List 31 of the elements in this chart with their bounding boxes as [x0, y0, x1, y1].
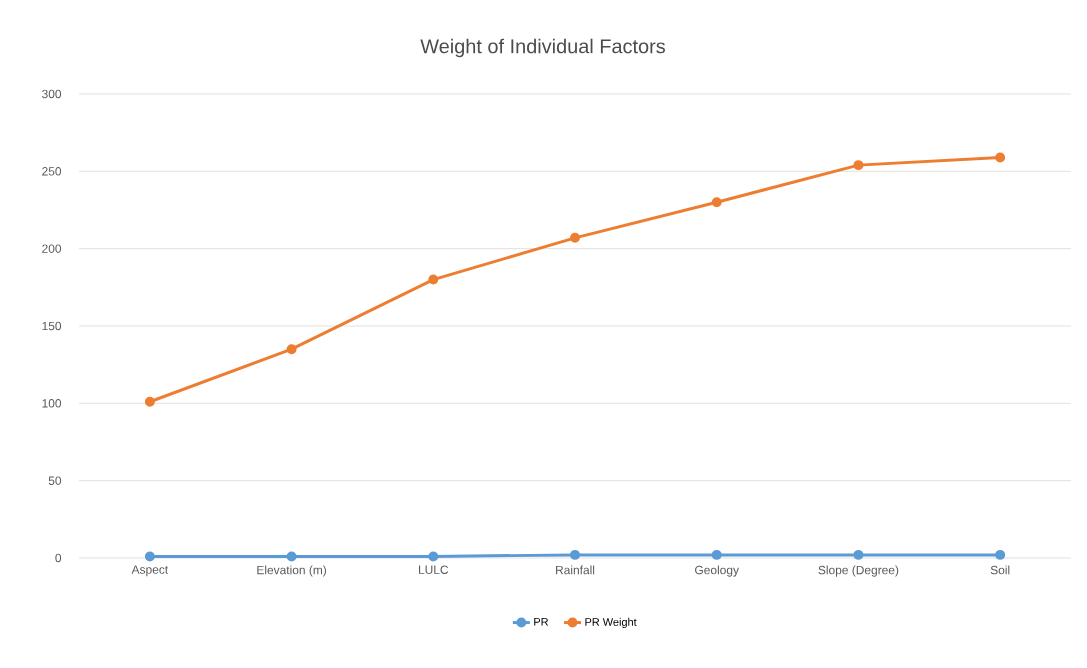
- point: [428, 274, 439, 285]
- y-tick-label: 300: [42, 89, 62, 99]
- x-tick-label: Slope (Degree): [818, 565, 899, 577]
- point: [853, 160, 864, 171]
- x-tick-label: LULC: [419, 565, 449, 574]
- y-tick-label: 250: [42, 167, 62, 176]
- x-tick-label: Geology: [695, 565, 739, 577]
- y-tick-label: 150: [42, 321, 62, 331]
- x-tick-label: Soil: [990, 565, 1010, 575]
- y-tick-label: 50: [48, 476, 62, 485]
- point: [570, 549, 580, 560]
- point: [711, 549, 722, 560]
- x-tick-label: Elevation (m): [257, 565, 327, 577]
- chart-title: Weight of Individual Factors: [420, 38, 665, 58]
- y-tick-label: 0: [55, 553, 62, 563]
- point: [570, 232, 580, 243]
- y-tick-label: 200: [42, 244, 62, 253]
- point: [995, 152, 1006, 163]
- point: [711, 197, 722, 208]
- point: [144, 551, 155, 562]
- point: [853, 549, 864, 560]
- x-tick-label: Rainfall: [556, 565, 595, 575]
- x-tick-label: Aspect: [131, 565, 169, 577]
- point: [995, 549, 1006, 560]
- point: [286, 551, 297, 562]
- legend-label: PR Weight: [585, 617, 637, 629]
- point: [286, 344, 297, 355]
- legend-label: PR: [534, 618, 549, 626]
- point: [144, 396, 155, 407]
- y-tick-label: 100: [42, 399, 62, 408]
- point: [428, 551, 439, 562]
